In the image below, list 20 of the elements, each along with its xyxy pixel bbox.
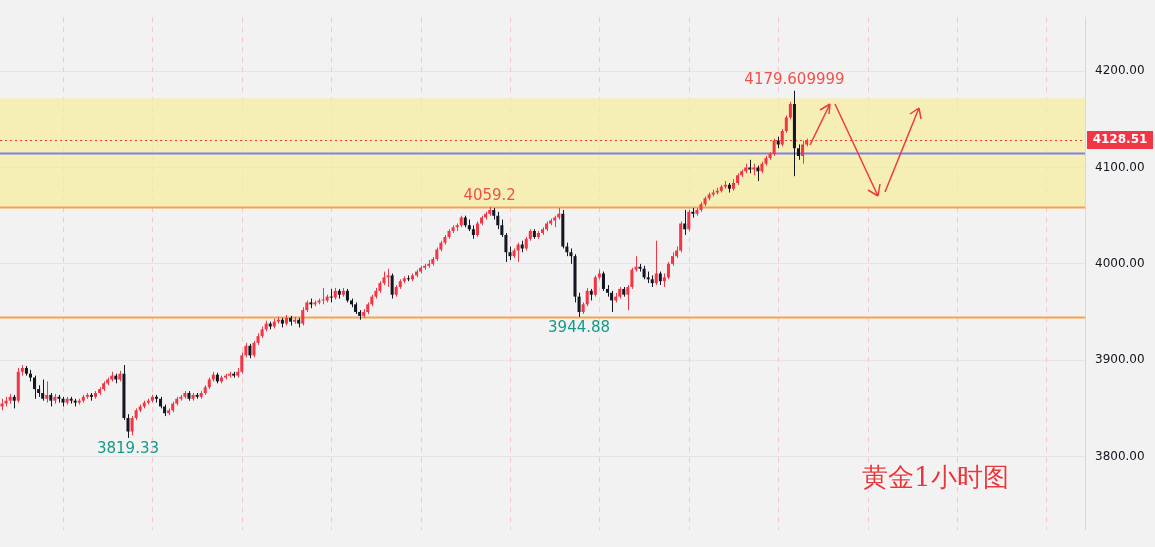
ref-line-label: 4128.51 bbox=[1092, 132, 1148, 147]
y-tick-label: 4100.00 bbox=[1095, 159, 1145, 174]
annotation: 黄金1小时图 bbox=[862, 461, 1009, 494]
candlestick bbox=[390, 273, 394, 300]
y-tick-label: 3800.00 bbox=[1095, 448, 1145, 463]
y-tick-label: 3900.00 bbox=[1095, 352, 1145, 367]
candlestick bbox=[585, 287, 589, 307]
annotation: 3819.33 bbox=[96, 439, 160, 458]
candlestick bbox=[577, 292, 581, 318]
annotation: 4059.2 bbox=[463, 186, 516, 205]
candlestick bbox=[687, 209, 691, 232]
candlestick bbox=[33, 375, 37, 400]
candlestick bbox=[45, 380, 49, 404]
annotation: 3944.88 bbox=[548, 318, 611, 337]
y-tick-label: 4200.00 bbox=[1095, 63, 1145, 78]
y-tick-label: 4000.00 bbox=[1095, 255, 1145, 270]
candlestick bbox=[593, 274, 597, 298]
annotation: 4179.609999 bbox=[744, 70, 845, 89]
candlestick bbox=[683, 209, 687, 236]
candlestick bbox=[130, 415, 134, 436]
